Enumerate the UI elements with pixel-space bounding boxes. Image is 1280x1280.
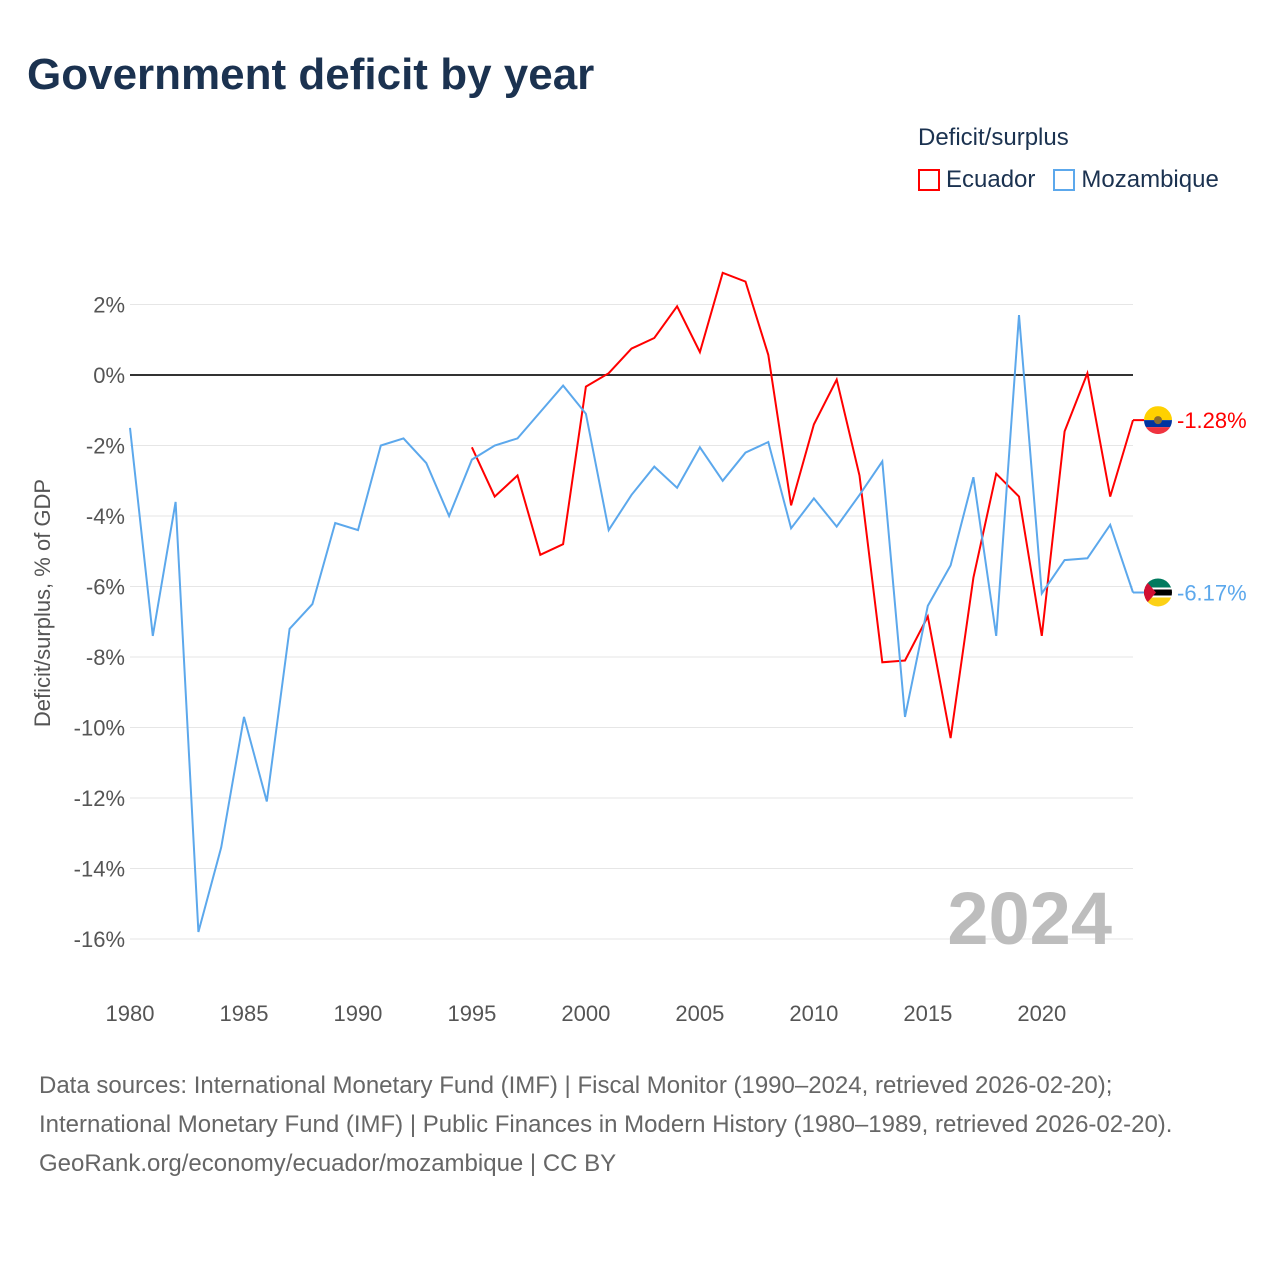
y-tick-label: 2% [93, 293, 125, 318]
data-sources: Data sources: International Monetary Fun… [39, 1072, 1173, 1138]
year-watermark: 2024 [947, 877, 1112, 960]
x-tick-label: 2000 [561, 1001, 610, 1026]
ecuador-flag-icon [1144, 406, 1172, 435]
x-tick-label: 2020 [1017, 1001, 1066, 1026]
x-tick-label: 2010 [789, 1001, 838, 1026]
x-tick-label: 1990 [333, 1001, 382, 1026]
legend-label: Ecuador [946, 166, 1036, 193]
legend-item-ecuador[interactable]: Ecuador [918, 166, 1035, 194]
y-tick-label: -2% [86, 434, 125, 459]
mozambique-flag-icon [1144, 578, 1172, 607]
y-tick-label: -10% [74, 716, 125, 741]
x-tick-label: 2015 [903, 1001, 952, 1026]
legend: Ecuador Mozambique [918, 166, 1219, 194]
credit-link[interactable]: GeoRank.org/economy/ecuador/mozambique |… [39, 1150, 617, 1177]
end-value-label: -1.28% [1177, 408, 1247, 433]
legend-label: Mozambique [1081, 166, 1219, 193]
y-tick-label: -8% [86, 645, 125, 670]
legend-swatch-ecuador [918, 169, 940, 191]
y-tick-label: -12% [74, 786, 125, 811]
line-chart: 2% 0% -2% -4% -6% -8% -10% -12% -14% -16% 1980 1985… [30, 271, 1247, 1026]
end-value-label: -6.17% [1177, 580, 1247, 605]
x-tick-label: 1995 [447, 1001, 496, 1026]
y-tick-label: -4% [86, 504, 125, 529]
y-tick-label: -14% [74, 857, 125, 882]
series-line-ecuador [470, 271, 1134, 739]
series-line-mozambique [129, 315, 1134, 933]
y-tick-label: -6% [86, 575, 125, 600]
legend-swatch-mozambique [1053, 169, 1076, 191]
y-tick-label: -16% [74, 927, 125, 952]
x-tick-label: 1985 [220, 1001, 269, 1026]
footer: Data sources: International Monetary Fun… [39, 1066, 1239, 1183]
legend-item-mozambique[interactable]: Mozambique [1053, 166, 1219, 194]
chart-title: Government deficit by year [27, 50, 595, 99]
legend-title: Deficit/surplus [918, 124, 1069, 151]
y-tick-label: 0% [93, 363, 125, 388]
x-tick-label: 1980 [106, 1001, 155, 1026]
x-tick-label: 2005 [675, 1001, 724, 1026]
y-axis-label: Deficit/surplus, % of GDP [30, 479, 55, 727]
